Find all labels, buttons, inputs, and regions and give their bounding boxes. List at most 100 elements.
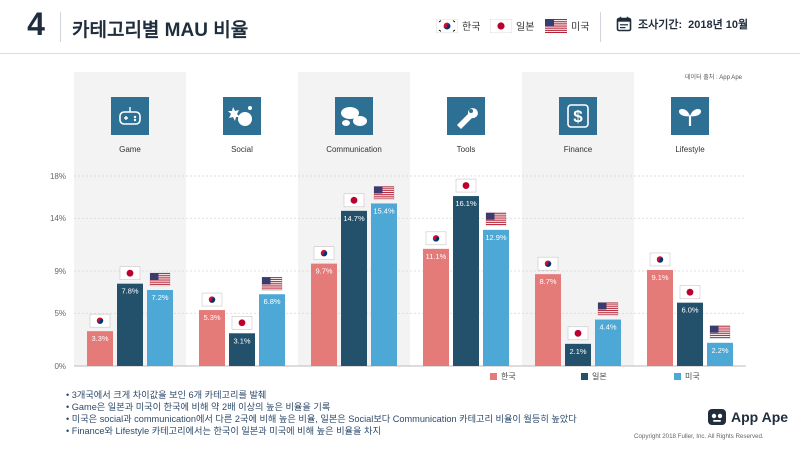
usa-flag-stripe [150, 276, 170, 278]
category-header [447, 97, 485, 135]
usa-flag-stripe [710, 331, 730, 333]
bar-usa-communication [371, 203, 397, 366]
usa-flag-stripe [598, 309, 618, 311]
category-label: Game [119, 145, 141, 154]
bar-usa-tools [483, 229, 509, 366]
usa-flag-stripe [710, 333, 730, 335]
usa-flag-stripe [262, 286, 282, 288]
japan-flag-sun [462, 182, 470, 189]
bar-value-label: 8.7% [539, 277, 556, 286]
usa-flag-stripe [262, 280, 282, 282]
legend-label: 한국 [462, 22, 481, 33]
copyright: Copyright 2018 Fuller, Inc. All Rights R… [634, 433, 764, 440]
category-label: Finance [564, 145, 593, 154]
usa-flag-stripe [262, 277, 282, 279]
bar-usa-game [147, 290, 173, 366]
category-header [223, 97, 261, 135]
dollar-icon [567, 104, 589, 128]
bar-usa-lifestyle [707, 342, 733, 366]
usa-flag-stripe [150, 273, 170, 274]
legend-bottom-japan: 일본 [581, 371, 607, 382]
japan-flag-sun [350, 196, 358, 204]
bar-japan-tools [453, 196, 479, 366]
bar-value-label: 7.8% [121, 287, 138, 296]
legend-swatch-korea [490, 373, 497, 380]
footer-notes: 3개국에서 크게 차이값을 보인 6개 카테고리를 발췌 Game은 일본과 미… [66, 389, 577, 437]
usa-flag-canton [374, 186, 383, 194]
usa-flag-canton [262, 277, 271, 285]
usa-flag-canton [710, 325, 719, 333]
wrench-head-hole [469, 109, 473, 113]
usa-flag-canton [486, 212, 495, 220]
usa-flag-stripe [486, 218, 506, 220]
bar-japan-lifestyle [677, 302, 703, 366]
usa-flag-stripe [150, 284, 170, 286]
brand-name: App Ape [731, 409, 789, 425]
y-tick-label: 5% [54, 309, 66, 318]
usa-flag-stripe [486, 222, 506, 224]
social-dot [248, 106, 252, 110]
usa-flag-stripe [262, 288, 282, 290]
legend-japan: 일본 [490, 18, 534, 33]
period-label: 조사기간: [638, 19, 683, 31]
usa-flag-stripe [374, 186, 394, 188]
bar-value-label: 9.1% [651, 273, 668, 282]
social-burst [228, 107, 240, 121]
legend-label: 미국 [571, 22, 590, 33]
legend-bottom-korea: 한국 [490, 371, 516, 382]
sprout-leaf [678, 109, 690, 117]
data-source-note: 데이터 출처 : App Ape [685, 75, 742, 81]
usa-flag-stripe [486, 223, 506, 225]
dollar-glyph: $ [573, 107, 583, 126]
usa-flag-stripe [374, 195, 394, 197]
mau-bar-chart: 0% 5% 9% 14% 18% Game Social Communication Tools… [50, 72, 746, 371]
sprout-leaf [690, 109, 702, 117]
legend-label: 일본 [516, 22, 535, 33]
category-header [111, 97, 149, 135]
y-tick-label: 18% [50, 172, 66, 181]
bar-value-label: 14.7% [343, 214, 365, 223]
usa-flag-stripe [598, 308, 618, 310]
legend-bottom-label: 미국 [685, 372, 700, 381]
category-header [335, 97, 373, 135]
legend-usa: 미국 [545, 18, 589, 33]
usa-flag-stripe [374, 193, 394, 195]
divider [60, 12, 61, 42]
chat-bubble [341, 107, 359, 119]
usa-flag-stripe [150, 278, 170, 280]
game-controller-button [133, 118, 137, 122]
legend-bottom-label: 일본 [592, 372, 607, 381]
bar-japan-communication [341, 210, 367, 366]
usa-flag-stripe [598, 311, 618, 313]
usa-flag-stripe [710, 325, 730, 327]
usa-flag-icon [545, 18, 567, 33]
category-icon-box [559, 97, 597, 135]
category-icon-box [111, 97, 149, 135]
bar-flag-badge [313, 246, 335, 260]
usa-flag-stripe [150, 280, 170, 282]
usa-flag-stripe [710, 327, 730, 329]
note-item: Finance와 Lifestyle 카테고리에서는 한국이 일본과 미국에 비… [66, 425, 577, 437]
bar-value-label: 4.4% [599, 323, 616, 332]
bar-value-label: 7.2% [151, 293, 168, 302]
usa-flag-stripe [486, 216, 506, 218]
usa-flag-stripe [374, 197, 394, 199]
bar-flag-badge [119, 266, 141, 280]
app-ape-logo-icon [708, 409, 726, 425]
y-tick-label: 9% [54, 267, 66, 276]
bar-flag-badge [455, 178, 477, 193]
legend-bottom-usa: 미국 [674, 371, 700, 382]
korea-flag-icon [436, 18, 458, 33]
korea-flag-taeguk [544, 262, 552, 267]
bar-value-label: 3.1% [233, 336, 250, 345]
usa-flag-stripe [486, 212, 506, 214]
bar-usa-finance [595, 319, 621, 366]
bar-korea-social [199, 310, 225, 366]
usa-flag-stripe [262, 279, 282, 281]
bar-korea-lifestyle [647, 269, 673, 366]
legend-bottom-label: 한국 [501, 372, 516, 381]
usa-flag-stripe [486, 214, 506, 216]
legend-swatch-japan [581, 373, 588, 380]
bar-korea-tools [423, 248, 449, 366]
usa-flag-stripe [486, 220, 506, 222]
